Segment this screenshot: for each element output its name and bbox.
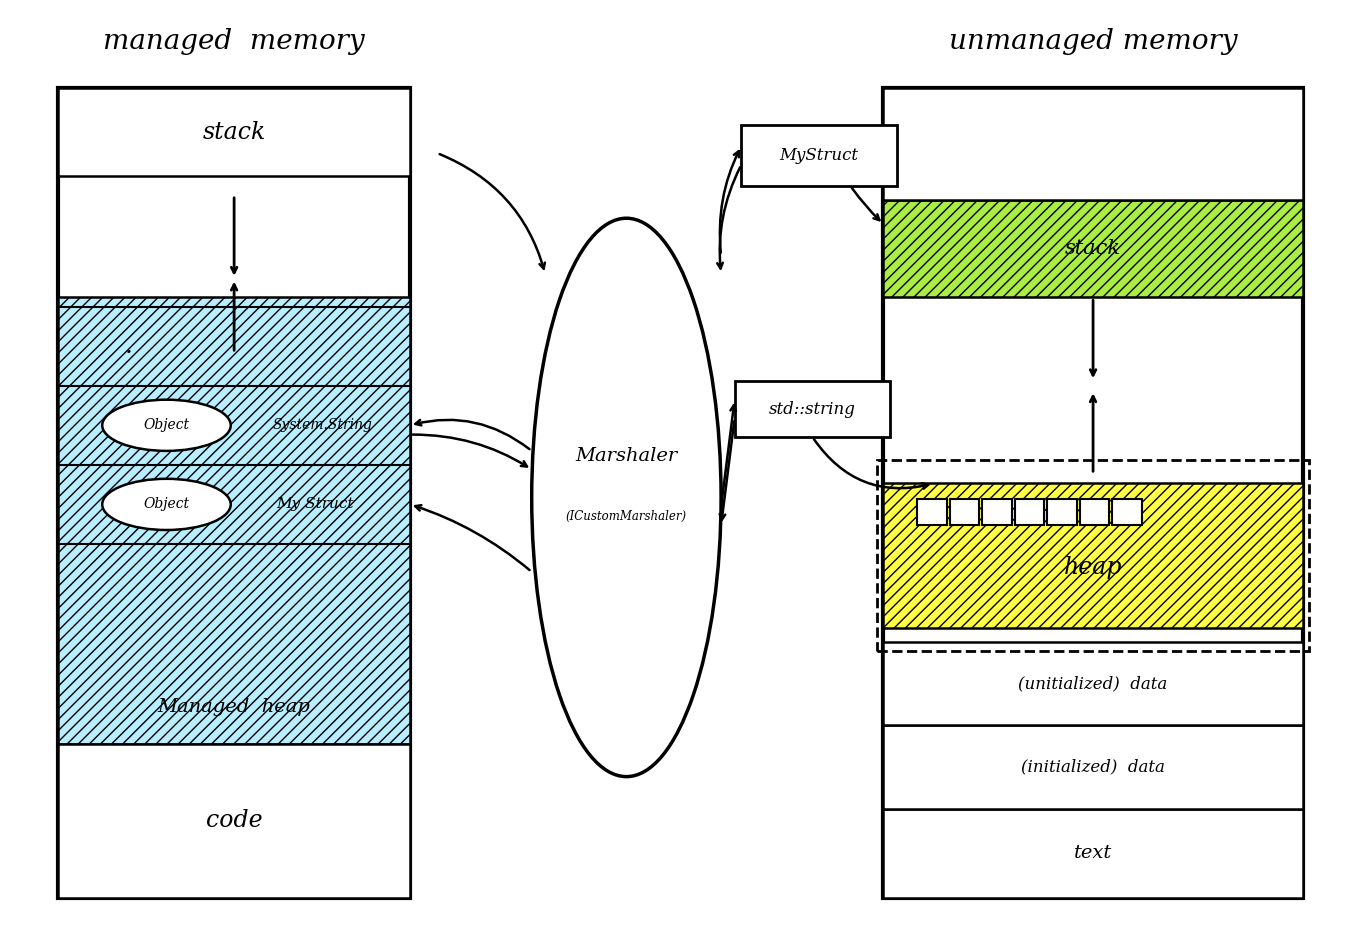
Text: (ICustomMarshaler): (ICustomMarshaler) [566, 510, 687, 522]
Text: MyStruct: MyStruct [780, 146, 859, 164]
Bar [59, 298, 410, 744]
Bar [1014, 500, 1044, 525]
Bar [883, 641, 1302, 726]
Text: std::string: std::string [769, 401, 856, 418]
Text: System.String: System.String [272, 418, 372, 432]
Bar [59, 744, 410, 898]
Ellipse shape [102, 400, 231, 451]
Bar [983, 500, 1011, 525]
Text: My Struct: My Struct [276, 498, 354, 512]
Text: Object: Object [143, 498, 189, 512]
Bar [883, 88, 1302, 200]
Text: (unitialized)  data: (unitialized) data [1018, 675, 1168, 692]
Bar [883, 809, 1302, 898]
Bar [883, 88, 1302, 898]
Bar [950, 500, 980, 525]
Bar [59, 88, 410, 898]
Bar [883, 726, 1302, 809]
Text: managed  memory: managed memory [103, 28, 365, 55]
Bar [59, 88, 410, 177]
Bar [883, 484, 1302, 627]
Bar [735, 381, 890, 437]
Bar [876, 460, 1309, 651]
Text: text: text [1074, 844, 1112, 862]
Text: .: . [125, 334, 132, 358]
Bar [1047, 500, 1077, 525]
Text: heap: heap [1064, 556, 1123, 578]
Bar [917, 500, 947, 525]
Bar [1112, 500, 1142, 525]
Ellipse shape [532, 218, 721, 777]
Text: stack: stack [1066, 239, 1121, 258]
Text: unmanaged memory: unmanaged memory [949, 28, 1237, 55]
Text: (initialized)  data: (initialized) data [1021, 759, 1165, 776]
Bar [742, 125, 897, 186]
Text: Object: Object [143, 418, 189, 432]
Ellipse shape [102, 479, 231, 530]
Text: code: code [206, 809, 263, 832]
Bar [883, 200, 1302, 298]
Bar [1079, 500, 1109, 525]
Text: stack: stack [203, 120, 265, 144]
Text: Managed  heap: Managed heap [158, 698, 310, 716]
Text: Marshaler: Marshaler [576, 447, 678, 465]
